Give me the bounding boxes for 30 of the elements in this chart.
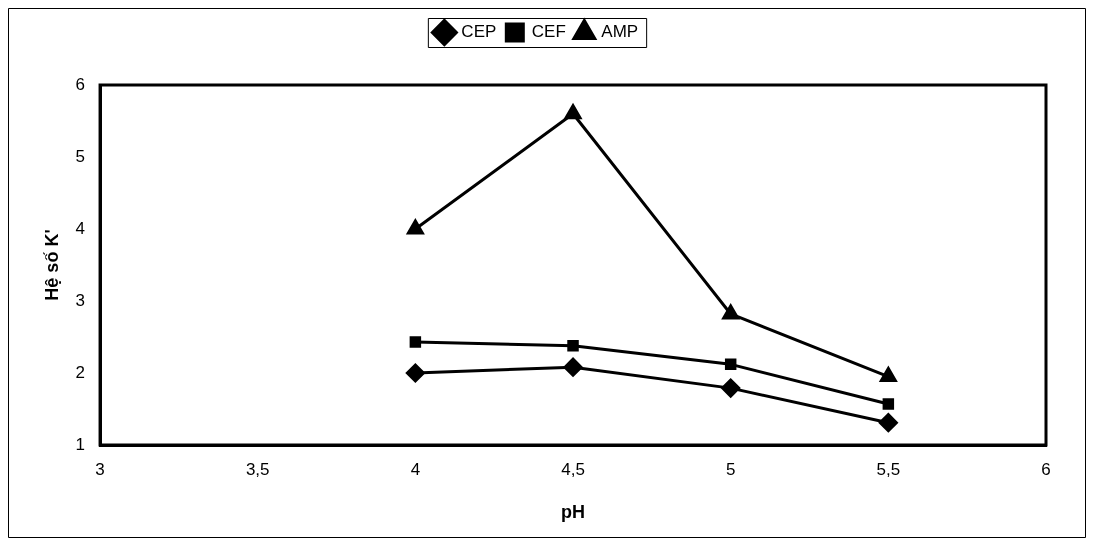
point (406, 219, 424, 235)
point (878, 413, 898, 433)
x-tick-label: 5 (725, 459, 736, 479)
point (563, 357, 583, 377)
point (567, 339, 579, 352)
x-tick-label: 6 (1041, 459, 1051, 479)
point (564, 104, 582, 120)
point (409, 336, 422, 348)
point (405, 363, 425, 383)
y-tick-label: 5 (75, 146, 86, 166)
legend-label: CEF (531, 22, 566, 42)
legend-label: AMP (601, 22, 639, 42)
y-tick-label: 2 (75, 362, 86, 382)
x-tick-label: 5,5 (876, 459, 901, 479)
x-tick-label: 4 (410, 459, 421, 479)
x-axis-title: pH (561, 502, 586, 523)
x-tick-label: 4,5 (561, 459, 585, 479)
y-tick-label: 1 (75, 434, 86, 454)
point (882, 398, 895, 410)
y-tick-label: 4 (75, 218, 86, 238)
point (722, 304, 740, 320)
point (879, 367, 897, 383)
legend-label: CEP (461, 22, 497, 42)
point (724, 358, 737, 371)
point (721, 378, 741, 398)
x-tick-label: 3 (95, 459, 105, 479)
y-tick-label: 3 (75, 290, 86, 310)
y-axis-title: Hệ số K' (41, 229, 62, 301)
y-tick-label: 6 (75, 74, 86, 94)
x-tick-label: 3,5 (245, 459, 270, 479)
